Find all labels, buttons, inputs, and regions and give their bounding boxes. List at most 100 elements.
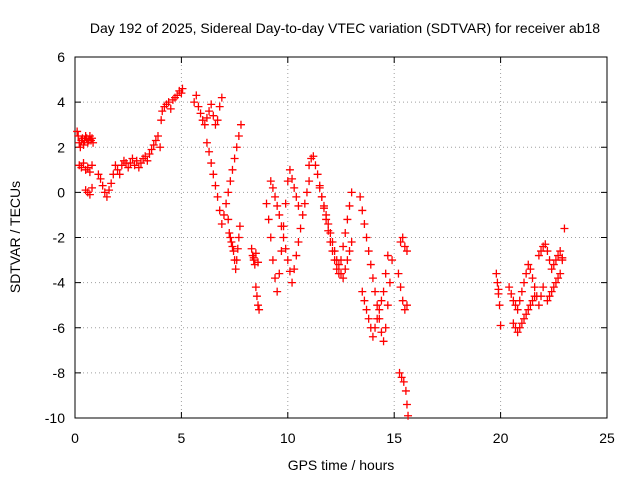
data-point <box>371 287 380 296</box>
data-point <box>341 228 350 237</box>
data-point <box>156 143 165 152</box>
data-point <box>222 199 231 208</box>
data-point <box>88 161 97 170</box>
data-point <box>94 170 103 179</box>
data-point <box>358 206 367 215</box>
data-point <box>115 170 124 179</box>
data-point <box>151 136 160 145</box>
data-point <box>541 240 550 249</box>
data-point <box>311 161 320 170</box>
data-point <box>88 183 97 192</box>
data-point <box>290 265 299 274</box>
data-point <box>494 285 503 294</box>
data-point <box>273 201 282 210</box>
data-point <box>235 222 244 231</box>
data-point <box>379 287 388 296</box>
data-point <box>404 411 413 420</box>
data-point <box>343 215 352 224</box>
data-point <box>226 233 235 242</box>
data-point <box>339 274 348 283</box>
data-point <box>74 131 83 140</box>
data-point <box>88 134 97 143</box>
data-point <box>383 301 392 310</box>
data-point <box>339 242 348 251</box>
data-point <box>328 238 337 247</box>
data-point <box>368 332 377 341</box>
data-point <box>399 377 408 386</box>
data-point <box>130 161 139 170</box>
chart-title: Day 192 of 2025, Sidereal Day-to-day VTE… <box>90 20 600 36</box>
y-tick-label: 4 <box>57 94 65 110</box>
x-tick-label: 5 <box>178 430 186 446</box>
data-point <box>398 233 407 242</box>
data-point <box>173 91 182 100</box>
data-point <box>288 174 297 183</box>
data-point <box>373 301 382 310</box>
data-point <box>134 163 143 172</box>
x-tick-label: 15 <box>386 430 402 446</box>
data-point <box>143 156 152 165</box>
data-point <box>273 287 282 296</box>
data-point <box>388 256 397 265</box>
data-point <box>285 267 294 276</box>
data-point <box>79 159 88 168</box>
data-point <box>313 170 322 179</box>
data-point <box>266 177 275 186</box>
data-point <box>520 314 529 323</box>
data-point <box>402 247 411 256</box>
data-point <box>400 305 409 314</box>
data-point <box>198 116 207 125</box>
data-point <box>296 224 305 233</box>
data-point <box>345 201 354 210</box>
data-point <box>279 233 288 242</box>
data-point <box>334 260 343 269</box>
data-point <box>526 301 535 310</box>
data-point <box>358 287 367 296</box>
data-point <box>200 120 209 129</box>
data-point <box>379 337 388 346</box>
data-point <box>332 265 341 274</box>
data-point <box>294 201 303 210</box>
data-point <box>300 199 309 208</box>
data-point <box>228 242 237 251</box>
data-marks <box>73 84 569 420</box>
data-point <box>305 177 314 186</box>
data-point <box>207 159 216 168</box>
data-point <box>396 283 405 292</box>
y-tick-label: -10 <box>45 410 65 426</box>
data-point <box>543 247 552 256</box>
data-point <box>288 278 297 287</box>
data-point <box>153 131 162 140</box>
data-point <box>360 219 369 228</box>
data-point <box>526 265 535 274</box>
data-point <box>290 183 299 192</box>
data-point <box>345 247 354 256</box>
data-point <box>264 215 273 224</box>
data-point <box>317 192 326 201</box>
data-point <box>228 165 237 174</box>
data-point <box>128 154 137 163</box>
data-point <box>556 247 565 256</box>
data-point <box>229 247 238 256</box>
data-point <box>496 321 505 330</box>
data-point <box>309 152 318 161</box>
data-point <box>178 84 187 93</box>
data-point <box>227 238 236 247</box>
data-point <box>196 109 205 118</box>
data-point <box>524 305 533 314</box>
data-point <box>495 301 504 310</box>
data-point <box>324 219 333 228</box>
data-point <box>517 287 526 296</box>
x-axis-label: GPS time / hours <box>288 457 395 473</box>
data-point <box>341 265 350 274</box>
data-point <box>230 154 239 163</box>
data-point <box>347 188 356 197</box>
data-point <box>202 138 211 147</box>
data-point <box>292 251 301 260</box>
data-point <box>368 274 377 283</box>
data-point <box>539 283 548 292</box>
data-point <box>547 287 556 296</box>
data-point <box>85 190 94 199</box>
data-point <box>224 215 233 224</box>
